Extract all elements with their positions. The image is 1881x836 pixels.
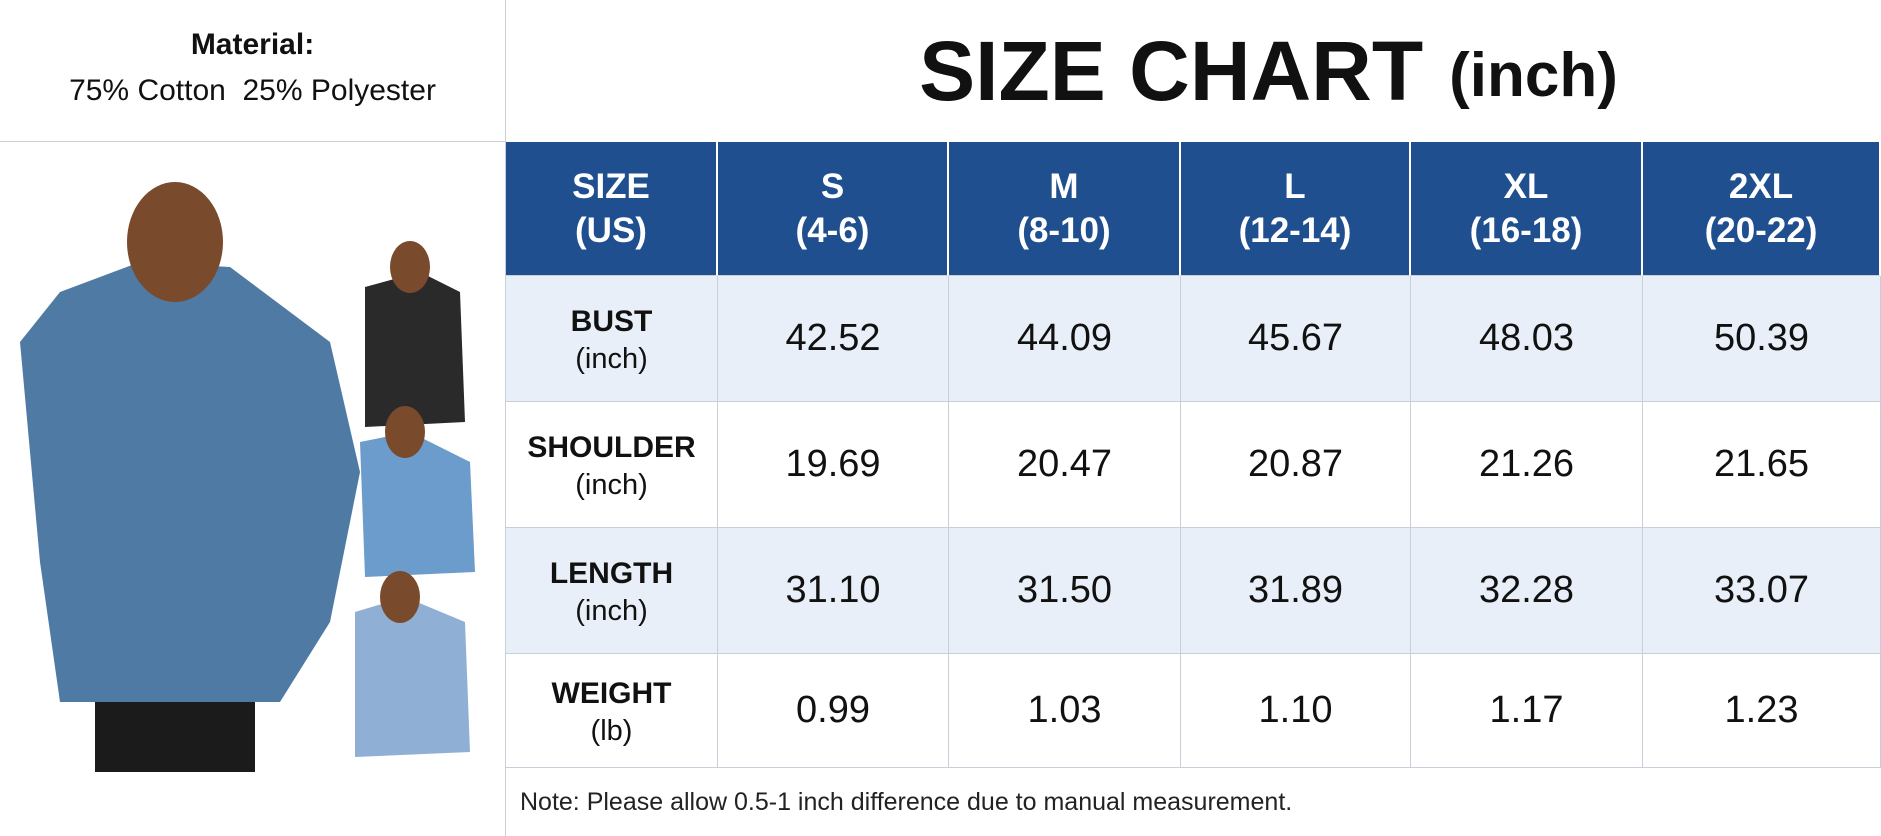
model-main-head [127, 182, 223, 302]
row-label: WEIGHT [551, 677, 672, 710]
header-label: SIZE [572, 166, 650, 206]
value-cell: 1.17 [1411, 654, 1643, 768]
row-label-cell: BUST (inch) [506, 276, 718, 402]
model-black-shirt [365, 272, 465, 427]
model-main-shirt [20, 262, 360, 702]
header-cell: M (8-10) [949, 142, 1181, 276]
header-label: L [1284, 166, 1306, 206]
header-label: XL [1503, 166, 1549, 206]
row-label: SHOULDER [527, 431, 696, 464]
value-cell: 48.03 [1411, 276, 1643, 402]
material-panel: Material: 75% Cotton 25% Polyester [0, 0, 506, 142]
header-label: 2XL [1728, 166, 1794, 206]
row-unit: (inch) [575, 469, 648, 501]
row-label: BUST [570, 305, 653, 338]
header-cell: XL (16-18) [1411, 142, 1643, 276]
value-cell: 19.69 [718, 402, 949, 528]
header-cell: 2XL (20-22) [1643, 142, 1881, 276]
value-cell: 31.89 [1181, 528, 1411, 654]
header-sub: (20-22) [1704, 210, 1818, 250]
value-cell: 44.09 [949, 276, 1181, 402]
value-cell: 1.03 [949, 654, 1181, 768]
value-cell: 21.65 [1643, 402, 1881, 528]
header-label: S [820, 166, 845, 206]
value-cell: 20.87 [1181, 402, 1411, 528]
value-cell: 31.10 [718, 528, 949, 654]
title-area: SIZE CHART (inch) [506, 0, 1881, 142]
header-cell: L (12-14) [1181, 142, 1411, 276]
model-black-head [390, 241, 430, 293]
value-cell: 21.26 [1411, 402, 1643, 528]
value-cell: 1.10 [1181, 654, 1411, 768]
value-cell: 1.23 [1643, 654, 1881, 768]
material-label: Material: [190, 28, 315, 61]
value-cell: 31.50 [949, 528, 1181, 654]
model-main-legs [95, 702, 255, 772]
model-blue-shirt [360, 432, 475, 577]
model-blue-head [385, 406, 425, 458]
product-photo [20, 142, 506, 836]
header-sub: (4-6) [795, 210, 870, 250]
header-sub: (US) [575, 210, 647, 250]
header-cell: S (4-6) [718, 142, 949, 276]
header-sub: (16-18) [1469, 210, 1583, 250]
row-label-cell: LENGTH (inch) [506, 528, 718, 654]
title-unit: (inch) [1449, 40, 1618, 110]
row-label-cell: SHOULDER (inch) [506, 402, 718, 528]
header-cell: SIZE (US) [506, 142, 718, 276]
material-text: 75% Cotton 25% Polyester [69, 74, 436, 107]
note: Note: Please allow 0.5-1 inch difference… [520, 787, 1293, 816]
value-cell: 33.07 [1643, 528, 1881, 654]
title: SIZE CHART [919, 23, 1424, 118]
value-cell: 32.28 [1411, 528, 1643, 654]
value-cell: 45.67 [1181, 276, 1411, 402]
header-label: M [1049, 166, 1079, 206]
value-cell: 0.99 [718, 654, 949, 768]
value-cell: 42.52 [718, 276, 949, 402]
row-unit: (inch) [575, 343, 648, 375]
model-light-shirt [355, 597, 470, 757]
row-unit: (inch) [575, 595, 648, 627]
row-unit: (lb) [590, 715, 633, 747]
row-label-cell: WEIGHT (lb) [506, 654, 718, 768]
header-sub: (8-10) [1017, 210, 1111, 250]
value-cell: 50.39 [1643, 276, 1881, 402]
value-cell: 20.47 [949, 402, 1181, 528]
row-label: LENGTH [549, 557, 674, 590]
model-light-head [380, 571, 420, 623]
header-sub: (12-14) [1238, 210, 1352, 250]
